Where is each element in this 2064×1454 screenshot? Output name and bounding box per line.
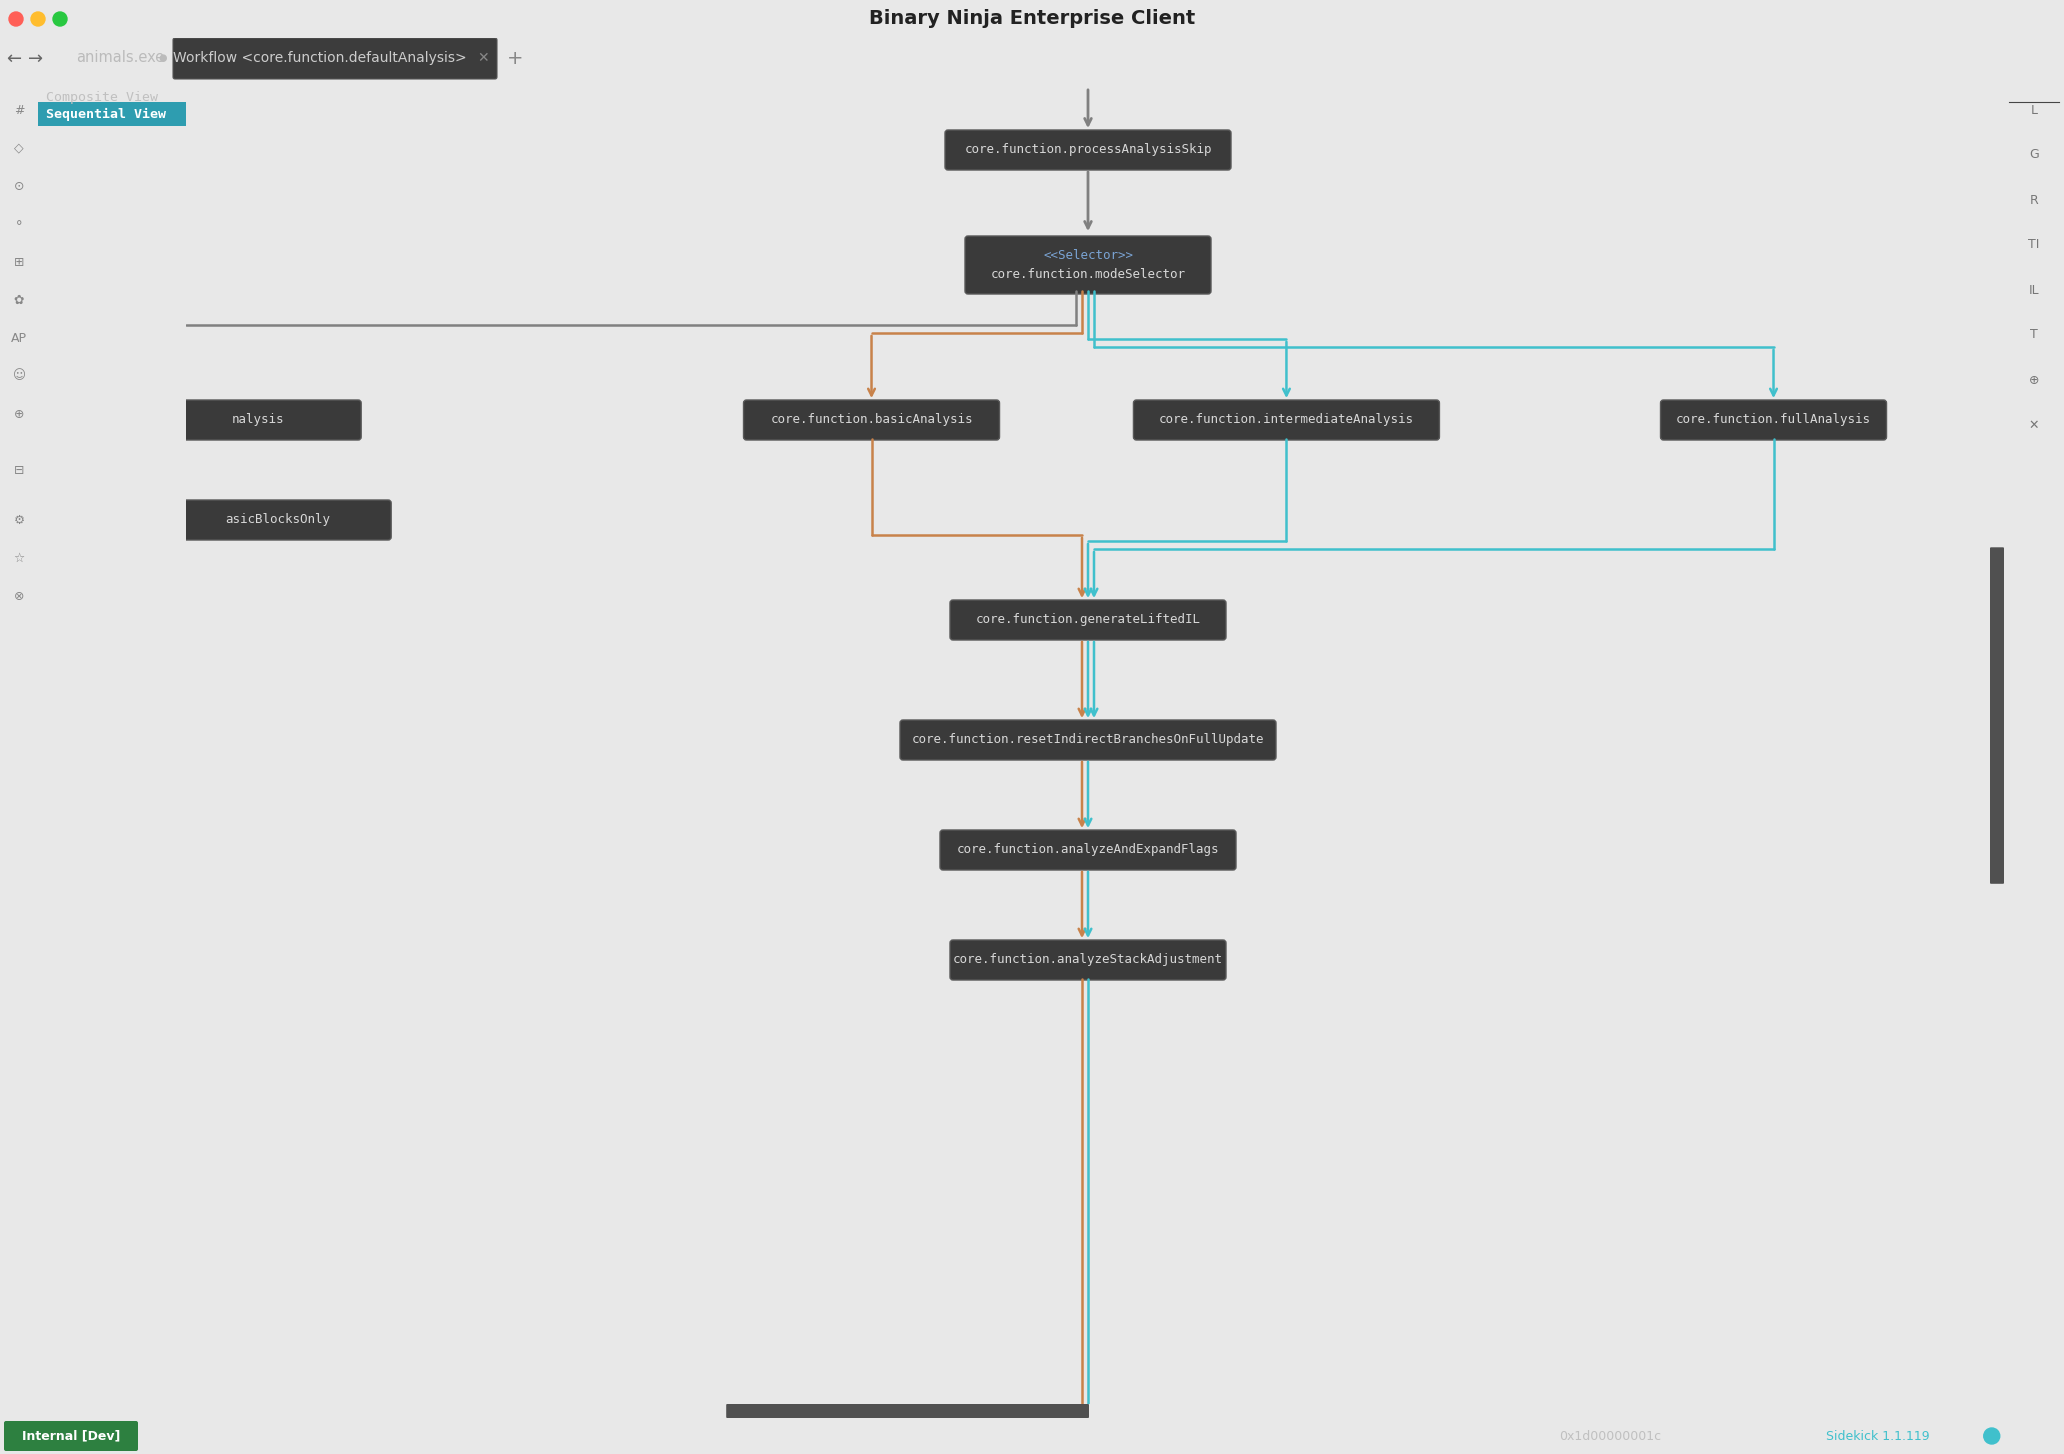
Text: ✿: ✿ [14, 294, 25, 307]
Text: ✕: ✕ [477, 51, 489, 65]
Text: →: → [29, 49, 43, 68]
Text: core.function.resetIndirectBranchesOnFullUpdate: core.function.resetIndirectBranchesOnFul… [912, 733, 1265, 746]
FancyBboxPatch shape [165, 500, 392, 539]
Circle shape [54, 12, 66, 26]
FancyBboxPatch shape [900, 720, 1276, 760]
FancyBboxPatch shape [1990, 547, 2004, 884]
Text: ⊙: ⊙ [14, 179, 25, 192]
Text: ☺: ☺ [12, 369, 25, 382]
Text: ←: ← [6, 49, 21, 68]
Text: ●: ● [159, 52, 167, 63]
FancyBboxPatch shape [1133, 400, 1439, 441]
FancyBboxPatch shape [966, 236, 1212, 294]
Text: ☆: ☆ [12, 551, 25, 564]
Text: Binary Ninja Enterprise Client: Binary Ninja Enterprise Client [869, 10, 1195, 29]
Circle shape [1984, 1428, 2000, 1444]
FancyBboxPatch shape [4, 1421, 138, 1451]
Text: core.function.analyzeStackAdjustment: core.function.analyzeStackAdjustment [954, 954, 1224, 967]
FancyBboxPatch shape [949, 939, 1226, 980]
FancyBboxPatch shape [173, 38, 497, 79]
Circle shape [31, 12, 45, 26]
Text: core.function.fullAnalysis: core.function.fullAnalysis [1676, 413, 1872, 426]
Text: ⚬: ⚬ [14, 218, 25, 231]
Circle shape [8, 12, 23, 26]
Text: T: T [2031, 329, 2037, 342]
Text: animals.exe: animals.exe [76, 51, 165, 65]
FancyBboxPatch shape [949, 601, 1226, 640]
Text: +: + [508, 48, 524, 67]
Text: Sequential View: Sequential View [45, 108, 165, 121]
Text: <<Selector>>: <<Selector>> [1042, 249, 1133, 262]
Text: ⚙: ⚙ [12, 513, 25, 526]
Text: AP: AP [10, 332, 27, 345]
Text: ◇: ◇ [14, 141, 25, 154]
Text: #: # [14, 103, 25, 116]
Text: core.function.modeSelector: core.function.modeSelector [991, 268, 1185, 281]
Text: ⊕: ⊕ [14, 407, 25, 420]
Text: ✕: ✕ [2029, 419, 2039, 432]
Text: core.function.generateLiftedIL: core.function.generateLiftedIL [976, 614, 1201, 627]
Text: Composite View: Composite View [45, 92, 159, 105]
Text: nalysis: nalysis [231, 413, 285, 426]
Text: L: L [2031, 103, 2037, 116]
Text: ⊟: ⊟ [14, 464, 25, 477]
Text: R: R [2029, 193, 2039, 206]
Text: asicBlocksOnly: asicBlocksOnly [225, 513, 330, 526]
Text: core.function.intermediateAnalysis: core.function.intermediateAnalysis [1160, 413, 1414, 426]
FancyBboxPatch shape [1662, 400, 1886, 441]
Text: TI: TI [2029, 238, 2039, 252]
Text: Workflow <core.function.defaultAnalysis>: Workflow <core.function.defaultAnalysis> [173, 51, 466, 65]
Text: ⊞: ⊞ [14, 256, 25, 269]
FancyBboxPatch shape [939, 830, 1236, 869]
Text: core.function.basicAnalysis: core.function.basicAnalysis [770, 413, 972, 426]
Text: ⊕: ⊕ [2029, 374, 2039, 387]
Text: Internal [Dev]: Internal [Dev] [23, 1429, 120, 1442]
Text: core.function.processAnalysisSkip: core.function.processAnalysisSkip [964, 144, 1212, 157]
Text: ⊗: ⊗ [14, 589, 25, 602]
Text: 0x1d00000001c: 0x1d00000001c [1558, 1429, 1662, 1442]
FancyBboxPatch shape [155, 400, 361, 441]
Text: IL: IL [2029, 284, 2039, 297]
FancyBboxPatch shape [37, 102, 186, 126]
FancyBboxPatch shape [945, 129, 1230, 170]
FancyBboxPatch shape [743, 400, 999, 441]
Text: Sidekick 1.1.119: Sidekick 1.1.119 [1827, 1429, 1930, 1442]
Text: core.function.analyzeAndExpandFlags: core.function.analyzeAndExpandFlags [958, 843, 1220, 856]
FancyBboxPatch shape [727, 1405, 1090, 1418]
Text: G: G [2029, 148, 2039, 161]
